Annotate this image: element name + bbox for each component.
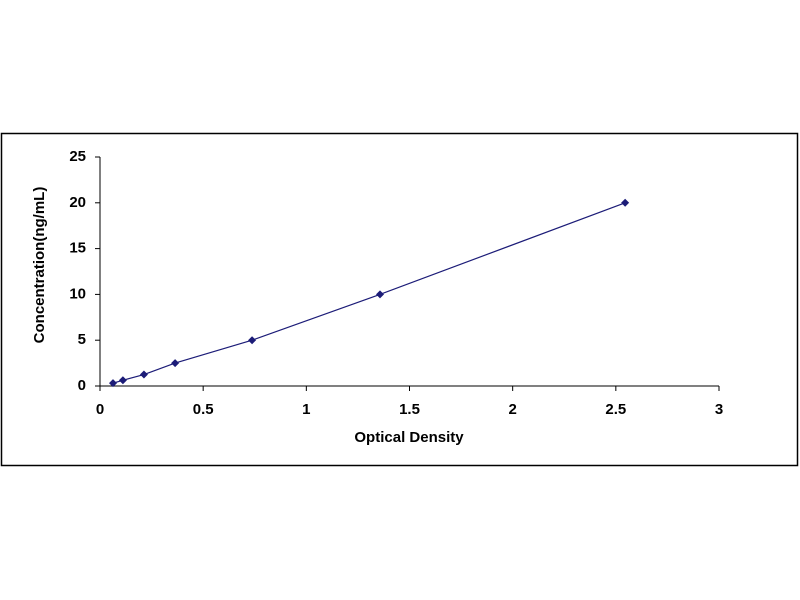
data-point xyxy=(139,370,148,379)
x-tick-label: 0 xyxy=(96,401,104,418)
x-tick-label: 1 xyxy=(302,401,310,418)
chart-frame xyxy=(0,132,799,467)
y-tick-label: 10 xyxy=(69,285,86,302)
data-point xyxy=(248,336,257,345)
y-tick-label: 0 xyxy=(78,377,86,394)
x-tick-label: 2 xyxy=(508,401,516,418)
y-tick-label: 25 xyxy=(69,148,86,165)
y-tick-label: 5 xyxy=(78,331,86,348)
x-tick-label: 1.5 xyxy=(399,401,420,418)
data-point xyxy=(108,379,117,388)
y-axis-title: Concentration(ng/mL) xyxy=(31,187,48,344)
x-axis-title: Optical Density xyxy=(354,429,464,446)
y-tick-label: 15 xyxy=(69,240,86,257)
data-point xyxy=(118,376,127,385)
x-tick-label: 3 xyxy=(715,401,723,418)
data-point xyxy=(375,290,384,299)
x-tick-label: 2.5 xyxy=(605,401,626,418)
data-point xyxy=(621,198,630,207)
x-tick-label: 0.5 xyxy=(193,401,214,418)
y-tick-label: 20 xyxy=(69,194,86,211)
data-point xyxy=(171,359,180,368)
